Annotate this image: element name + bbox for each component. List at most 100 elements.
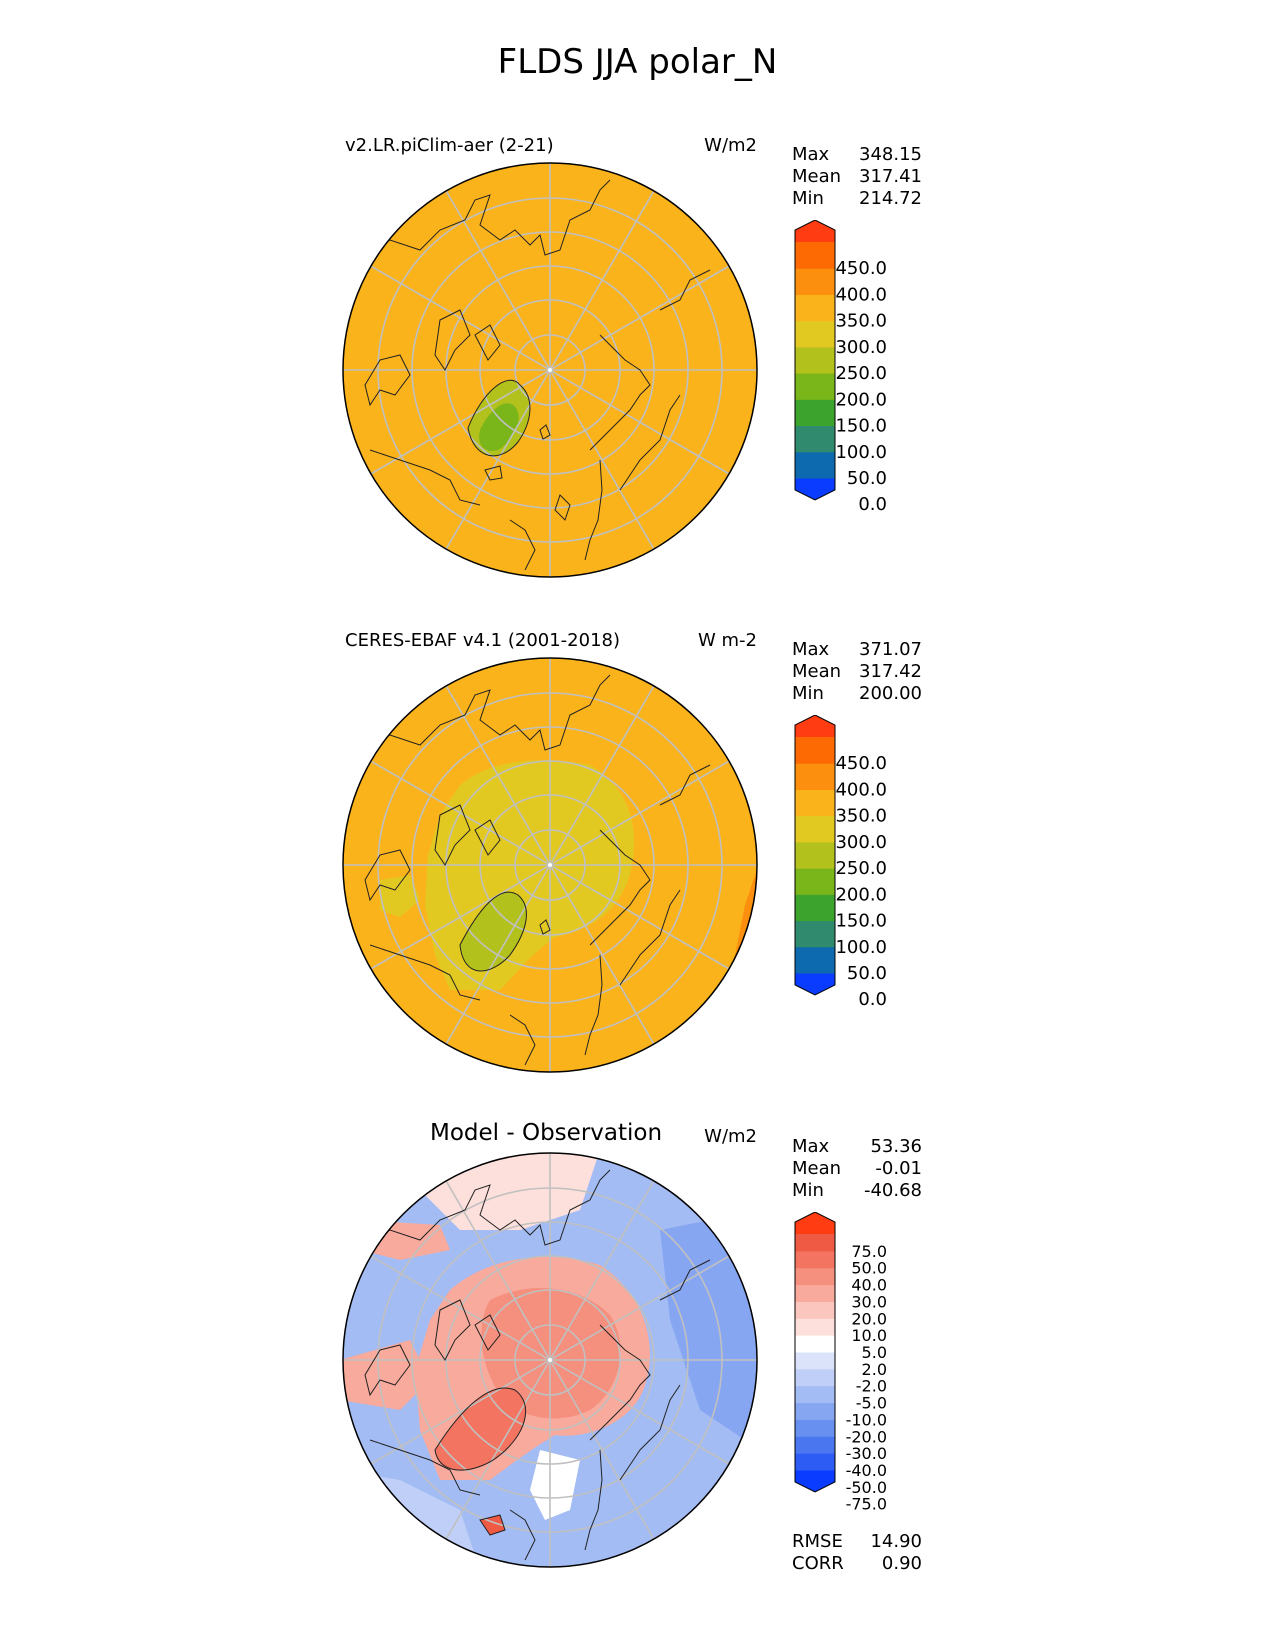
colorbar-segment — [795, 399, 835, 427]
colorbar-segment — [795, 715, 835, 737]
panel-1-colorbar: 450.0 400.0 350.0 300.0 250.0 200.0 150.0 100.0… — [794, 220, 887, 515]
map-fill-250-300-canada — [380, 875, 420, 917]
colorbar-outline — [794, 715, 836, 996]
colorbar-segment — [795, 220, 835, 242]
colorbar-segment — [795, 946, 835, 974]
colorbar-segment — [795, 1301, 835, 1319]
colorbar-segment — [795, 1470, 835, 1492]
panel-3-colorbar: 75.050.040.030.020.010.05.02.0-2.0-5.0-1… — [794, 1212, 887, 1512]
colorbar-tick-label: -75.0 — [846, 1495, 887, 1512]
colorbar-segment — [795, 763, 835, 790]
colorbar-segment — [795, 1267, 835, 1286]
stat-value: 214.72 — [859, 188, 922, 209]
colorbar-segment — [795, 1318, 835, 1336]
north-pole-marker — [548, 863, 552, 867]
north-pole-marker — [548, 368, 552, 372]
colorbar-segment — [795, 1335, 835, 1353]
stat-label: Min — [792, 1180, 824, 1201]
stat-value: 200.00 — [859, 683, 922, 704]
colorbar-segment — [795, 1250, 835, 1269]
colorbar-tick-label: 400.0 — [835, 284, 887, 305]
figure-title: FLDS JJA polar_N — [497, 42, 778, 82]
colorbar-tick-label: 350.0 — [835, 311, 887, 332]
colorbar-tick-label: 200.0 — [835, 884, 887, 905]
colorbar-segment — [795, 920, 835, 948]
diff-fill-negative-east — [660, 1210, 757, 1450]
map-boundary — [342, 657, 758, 1073]
colorbar-segment — [795, 894, 835, 922]
stat-value: 317.41 — [859, 166, 922, 187]
colorbar-tick-label: 100.0 — [835, 442, 887, 463]
colorbar-segment — [795, 1436, 835, 1454]
colorbar-tick-label: 450.0 — [835, 258, 887, 279]
colorbar-segment — [795, 425, 835, 453]
stat-label: Mean — [792, 166, 842, 187]
colorbar-segment — [795, 346, 835, 374]
colorbar-tick-label: 50.0 — [847, 468, 887, 489]
stat-label: Min — [792, 188, 824, 209]
colorbar-segments — [794, 220, 836, 501]
colorbar-tick-label: 40.0 — [851, 1276, 887, 1295]
colorbar-segment — [795, 1212, 835, 1234]
colorbar-tick-label: 200.0 — [835, 389, 887, 410]
panel-3-stats: Max 53.36 Mean -0.01 Min -40.68 — [792, 1136, 922, 1202]
greenland-fill-200-250 — [460, 892, 527, 972]
diff-fill-neutral — [530, 1450, 580, 1520]
stat-value: 0.90 — [881, 1553, 922, 1574]
stat-value: 317.42 — [859, 661, 922, 682]
colorbar-tick-label: 20.0 — [851, 1309, 887, 1328]
colorbar-segments — [794, 715, 836, 996]
colorbar-tick-label: -50.0 — [846, 1478, 887, 1497]
colorbar-segment — [795, 1385, 835, 1404]
colorbar-segment — [795, 841, 835, 869]
panel-3-error-stats: RMSE 14.90 CORR 0.90 — [792, 1531, 922, 1575]
colorbar-tick-label: 50.0 — [851, 1259, 887, 1278]
north-pole-marker — [548, 1358, 552, 1362]
colorbar-tick-label: 2.0 — [862, 1360, 887, 1379]
colorbar-segment — [795, 451, 835, 479]
stat-label: Mean — [792, 1158, 842, 1179]
stat-label: Max — [792, 639, 830, 660]
colorbar-tick-label: 150.0 — [835, 416, 887, 437]
colorbar-tick-label: -10.0 — [846, 1410, 887, 1429]
colorbar-segment — [795, 242, 835, 269]
colorbar-segment — [795, 1453, 835, 1471]
panel-2-colorbar: 450.0 400.0 350.0 300.0 250.0 200.0 150.0 100.0… — [794, 715, 887, 1010]
stat-label: Max — [792, 144, 830, 165]
coastlines — [364, 179, 711, 571]
colorbar-segment — [795, 868, 835, 895]
colorbar-segment — [795, 1368, 835, 1387]
colorbar-segment — [795, 320, 835, 348]
panel-2-units: W m-2 — [697, 630, 757, 651]
colorbar-labels: 450.0 400.0 350.0 300.0 250.0 200.0 150.0 100.0… — [835, 258, 887, 515]
coastlines — [364, 1169, 711, 1561]
coastlines — [364, 674, 711, 1066]
stat-value: -0.01 — [875, 1158, 922, 1179]
colorbar-labels: 450.0 400.0 350.0 300.0 250.0 200.0 150.0 100.0… — [835, 753, 887, 1010]
colorbar-tick-label: 300.0 — [835, 337, 887, 358]
colorbar-tick-label: 150.0 — [835, 911, 887, 932]
colorbar-tick-label: 5.0 — [862, 1343, 887, 1362]
colorbar-segment — [795, 1284, 835, 1302]
colorbar-segments — [794, 1212, 836, 1493]
colorbar-tick-label: 450.0 — [835, 753, 887, 774]
colorbar-tick-label: -40.0 — [846, 1461, 887, 1480]
stat-label: Max — [792, 1136, 830, 1157]
panel-2-map — [342, 657, 758, 1073]
panel-1-stats: Max 348.15 Mean 317.41 Min 214.72 — [792, 144, 922, 210]
stat-label: Mean — [792, 661, 842, 682]
colorbar-tick-label: 50.0 — [847, 963, 887, 984]
colorbar-tick-label: -20.0 — [846, 1427, 887, 1446]
colorbar-tick-label: -30.0 — [846, 1444, 887, 1463]
stat-value: -40.68 — [863, 1180, 922, 1201]
stat-value: 348.15 — [859, 144, 922, 165]
colorbar-tick-label: 250.0 — [835, 363, 887, 384]
map-boundary — [342, 162, 758, 578]
panel-2-title: CERES-EBAF v4.1 (2001-2018) — [345, 630, 621, 651]
colorbar-tick-label: 350.0 — [835, 806, 887, 827]
colorbar-segment — [795, 1352, 835, 1370]
colorbar-tick-label: 75.0 — [851, 1242, 887, 1261]
panel-3-map — [342, 1152, 758, 1568]
colorbar-tick-label: 0.0 — [858, 989, 887, 1010]
panel-3-title: Model - Observation — [430, 1120, 663, 1146]
